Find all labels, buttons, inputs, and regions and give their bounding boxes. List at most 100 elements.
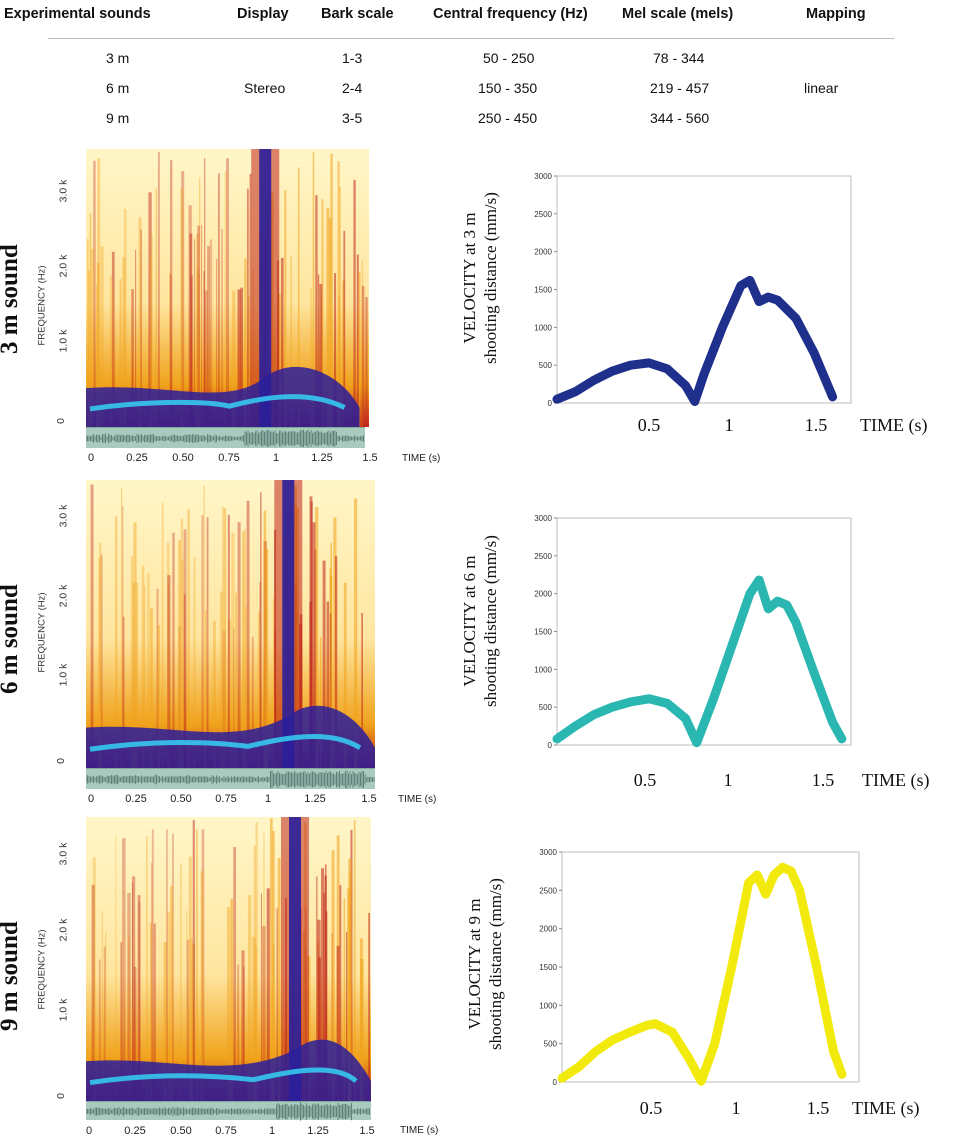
spectral-streak [221,228,223,427]
y-tick-label: 2500 [534,552,552,561]
y-tick-label: 1500 [534,286,552,295]
spectral-streak [156,588,159,768]
x-tick: 0.5 [639,1098,663,1118]
spectral-streak [97,158,101,427]
spectral-streak [95,284,98,427]
spectral-streak [183,594,186,768]
spectral-streak [111,251,115,427]
spectral-streak [231,532,235,768]
spectral-streak [331,850,335,1101]
spectral-streak [326,208,330,427]
time-tick: 1.25 [307,1125,329,1137]
spectrogram-3m: FREQUENCY (Hz) 0 1.0 k 2.0 k 3.0 k 0 0.2… [0,145,440,475]
freq-tick: 1.0 k [57,998,70,1022]
spectral-streak [277,293,281,427]
spectral-streak [86,238,89,427]
spectral-streak [167,912,171,1101]
spectral-streak [92,857,96,1101]
spectrogram-6m: FREQUENCY (Hz) 0 1.0 k 2.0 k 3.0 k 0 0.2… [0,477,436,812]
spectral-streak [248,296,250,427]
waveform [86,429,364,448]
spectral-streak [196,269,199,427]
spectral-streak [122,506,124,768]
time-tick: 0.25 [125,793,147,805]
spectral-streak [143,585,146,768]
spectral-streak [122,838,126,1101]
spectral-streak [230,898,233,1101]
spectral-streak [101,911,103,1101]
time-tick: 1.5 [359,1125,375,1137]
freq-tick: 2.0 k [57,918,70,942]
spectral-streak [317,919,321,1101]
spectral-streak [99,542,102,768]
spectral-streak [195,829,198,1101]
spectral-streak [338,295,340,427]
header-mel-scale: Mel scale (mels) [622,6,734,22]
onset-peak-column [282,480,295,768]
spectral-streak [192,820,195,1101]
spectral-streak [122,616,125,768]
spectral-streak [261,893,262,1101]
time-axis-title: TIME (s) [398,794,437,805]
ylabel-line2: shooting distance (mm/s) [481,535,500,707]
spectral-streak [365,297,368,427]
spectral-streak [199,177,201,427]
spectral-streak [233,847,236,1101]
time-axis-title: TIME (s) [400,1125,439,1136]
spectrogram-image [86,817,371,1101]
freq-tick: 3.0 k [57,504,70,528]
spectral-streak [130,556,134,768]
spectral-streak [255,822,258,1101]
spectral-streak [330,153,333,427]
cell-mel: 219 - 457 [650,80,710,96]
spectral-streak [322,560,326,768]
y-tick-label: 500 [544,1040,558,1049]
spectral-streak [204,290,208,427]
spectral-streak [203,485,205,768]
spectral-streak [98,557,101,768]
time-tick: 1 [272,452,280,464]
freq-tick: 0 [54,1093,67,1099]
spectral-streak [91,884,95,1101]
spectral-streak [178,540,181,768]
frequency-axis-title: FREQUENCY (Hz) [36,929,48,1010]
spectral-streak [180,188,184,427]
spectral-streak [201,829,205,1101]
header-mapping: Mapping [806,6,866,22]
spectral-streak [132,876,136,1101]
time-tick: 1 [268,1125,276,1137]
spectral-streak [227,907,231,1101]
velocity-line [552,275,838,406]
ylabel-line1: VELOCITY at 9 m [465,898,484,1030]
spectral-streak [218,173,220,427]
ylabel-line2: shooting distance (mm/s) [486,878,505,1050]
spectrogram-image [86,149,369,427]
freq-tick: 3.0 k [57,842,70,866]
freq-tick: 0 [54,758,67,764]
spectral-streak [216,259,218,427]
spectral-streak [172,833,174,1101]
velocity-line [552,575,847,748]
x-axis-title: TIME (s) [862,770,930,790]
spectral-streak [112,287,114,427]
header-bark-scale: Bark scale [321,6,394,22]
spectral-streak [252,936,256,1101]
spectral-streak [149,923,152,1101]
header-central-frequency: Central frequency (Hz) [433,6,588,22]
spectral-streak [135,249,137,427]
low-frequency-energy [86,366,360,427]
spectral-streak [343,898,346,1101]
spectral-streak [237,522,241,768]
spectral-streak [232,290,236,427]
spectral-streak [249,173,252,427]
cell-mel: 344 - 560 [650,110,710,126]
spectral-streak [172,532,175,768]
spectral-streak [266,888,270,1101]
cell-sound: 6 m [106,80,130,96]
spectral-streak [209,239,213,427]
spectral-streak [190,275,194,427]
spectral-streak [194,239,196,427]
spectral-streak [166,542,170,768]
spectral-streak [246,500,250,768]
spectral-streak [140,229,142,427]
